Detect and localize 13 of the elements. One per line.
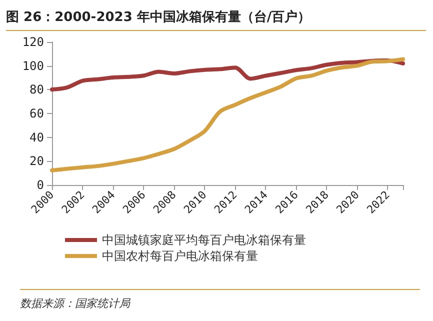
y-tick-label: 60: [30, 106, 44, 120]
line-series: [50, 58, 405, 92]
source-note: 数据来源：国家统计局: [20, 296, 130, 311]
y-tick-label: 40: [30, 130, 44, 144]
legend-label: 中国农村每百户电冰箱保有量: [102, 249, 258, 263]
legend-label: 中国城镇家庭平均每百户电冰箱保有量: [102, 233, 306, 247]
y-tick-label: 120: [22, 35, 44, 49]
y-tick-label: 100: [22, 58, 44, 73]
y-tick-label: 80: [30, 82, 44, 97]
y-tick-label: 0: [36, 178, 44, 192]
y-tick-label: 20: [30, 154, 44, 168]
line-series: [50, 57, 405, 172]
chart-title: 图 26：2000-2023 年中国冰箱保有量（台/百户）: [6, 8, 311, 26]
